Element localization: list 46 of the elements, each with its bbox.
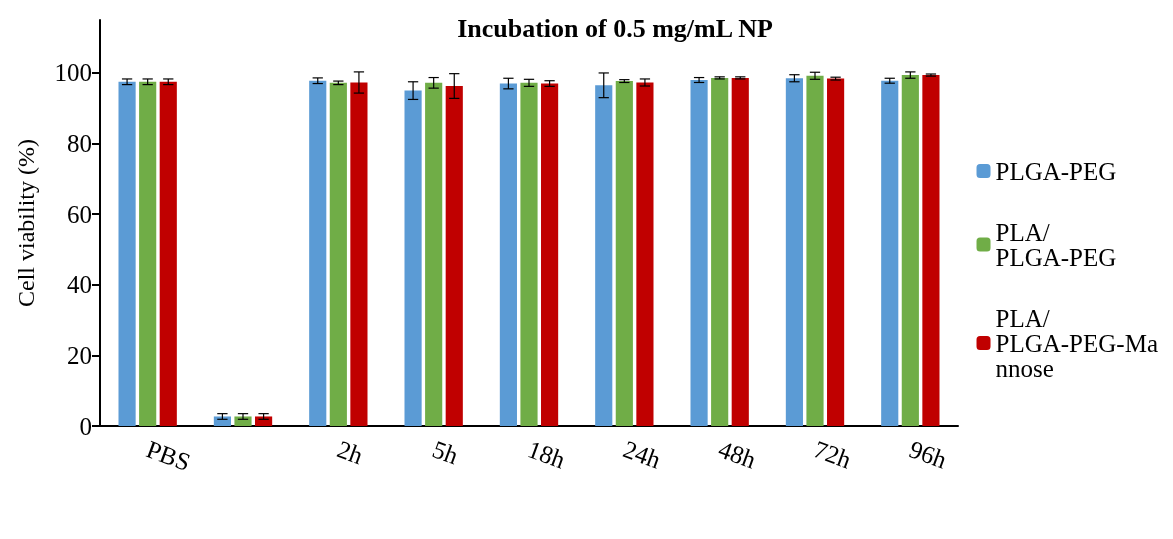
legend-label: PLGA-PEG xyxy=(995,157,1117,185)
bar xyxy=(827,78,845,426)
bar xyxy=(806,75,824,426)
x-tick-label: 5h xyxy=(429,435,463,470)
y-tick-label: 20 xyxy=(67,341,92,369)
bar xyxy=(139,81,157,426)
x-tick-label: PBS xyxy=(143,435,195,476)
bar xyxy=(213,416,231,426)
bar xyxy=(711,77,729,426)
bar xyxy=(901,75,919,426)
legend-label: PLA/PLGA-PEG xyxy=(995,218,1117,271)
y-tick-label: 40 xyxy=(67,271,92,299)
bar xyxy=(520,82,538,426)
legend-label: PLA/PLGA-PEG-Mannose xyxy=(995,304,1159,382)
y-tick-label: 80 xyxy=(67,130,92,158)
x-tick-label: 2h xyxy=(333,435,367,470)
bar xyxy=(615,81,633,426)
bar xyxy=(425,82,443,426)
y-tick-label: 100 xyxy=(54,59,92,87)
bar xyxy=(499,83,517,426)
x-tick-label: 96h xyxy=(905,435,951,474)
bar xyxy=(731,77,749,426)
bar xyxy=(595,85,613,426)
bar xyxy=(636,82,654,426)
bar xyxy=(922,75,940,426)
bar xyxy=(881,80,899,426)
x-tick-label: 24h xyxy=(619,435,665,474)
bar xyxy=(404,90,422,426)
x-tick-label: 18h xyxy=(524,435,570,474)
bar xyxy=(234,416,252,426)
y-tick-label: 60 xyxy=(67,200,92,228)
bar xyxy=(309,80,327,426)
chart-title: Incubation of 0.5 mg/mL NP xyxy=(457,13,773,43)
bar xyxy=(541,83,559,426)
y-tick-label: 0 xyxy=(79,412,92,440)
x-tick-label: 48h xyxy=(715,435,760,474)
bar xyxy=(159,81,177,426)
bar xyxy=(690,80,708,426)
bar xyxy=(445,86,463,426)
bar xyxy=(350,82,368,426)
bar xyxy=(329,82,347,426)
bar xyxy=(255,416,273,426)
y-axis-title: Cell viability (%) xyxy=(13,139,39,307)
x-tick-label: 72h xyxy=(810,435,856,474)
bar xyxy=(118,81,136,426)
bar xyxy=(785,78,803,426)
